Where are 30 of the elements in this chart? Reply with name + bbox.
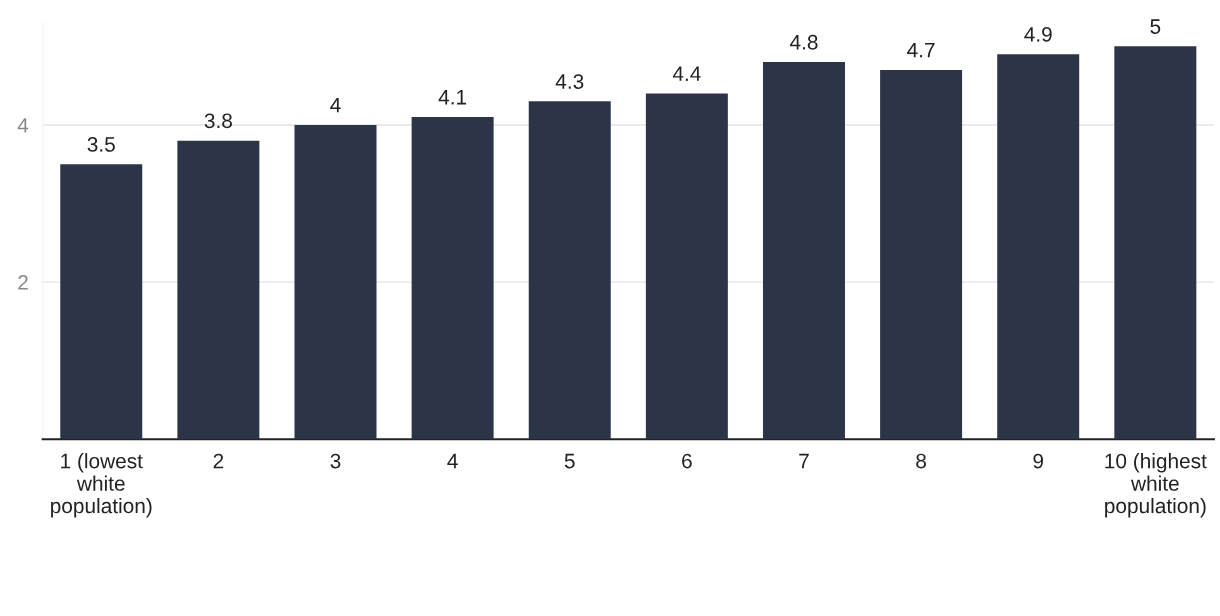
x-tick-label: 5	[564, 453, 575, 469]
x-tick-label: 3	[330, 453, 341, 469]
bar	[762, 62, 845, 440]
bar	[411, 117, 494, 440]
data-label: 4.4	[672, 66, 701, 81]
x-tick-label: 4	[447, 453, 458, 469]
data-label: 4.9	[1024, 27, 1052, 42]
data-label: 4.7	[907, 42, 935, 58]
data-label: 3.8	[204, 113, 232, 129]
data-label: 5	[1150, 19, 1161, 34]
bar	[997, 54, 1080, 440]
x-tick-label: 9	[1033, 453, 1044, 469]
data-label: 3.5	[87, 137, 115, 152]
bar	[880, 69, 963, 440]
bar	[1114, 46, 1197, 440]
bar	[60, 164, 143, 440]
x-tick-label: 8	[916, 453, 926, 469]
data-label: 4	[330, 97, 341, 113]
data-label: 4.3	[555, 74, 584, 89]
x-tick-label: 2	[213, 453, 224, 469]
bar	[177, 140, 260, 440]
bar	[645, 93, 728, 440]
data-label: 4.1	[438, 90, 467, 105]
x-tick-label: 6	[682, 453, 692, 469]
bar	[294, 124, 377, 440]
x-tick-label: 7	[799, 453, 809, 469]
x-tick-label: 10 (highest white population)	[1105, 453, 1207, 518]
data-label: 4.8	[789, 34, 818, 50]
x-tick-label: 1 (lowest white population)	[51, 453, 152, 518]
bar	[528, 101, 611, 440]
